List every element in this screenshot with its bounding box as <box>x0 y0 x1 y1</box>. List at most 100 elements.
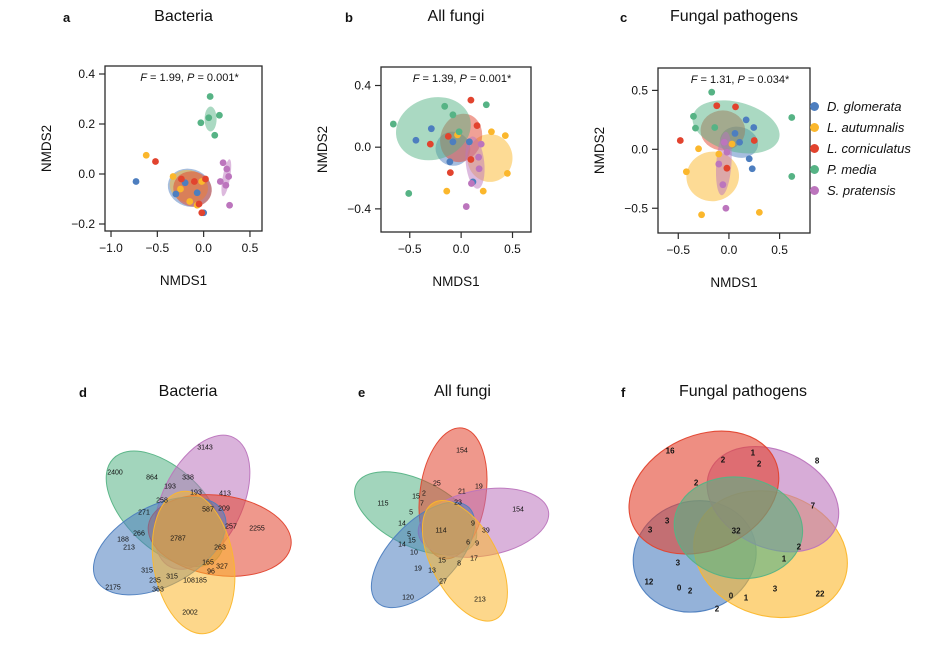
venn-count: 263 <box>214 544 226 552</box>
venn-count: 413 <box>219 490 231 498</box>
venn-count: 1 <box>750 448 756 458</box>
legend-item: S. pratensis <box>810 180 911 201</box>
venn-count: 193 <box>164 483 176 491</box>
scatter-point-blue <box>745 155 753 163</box>
venn-count: 3 <box>772 584 778 594</box>
x-axis-title: NMDS1 <box>710 275 757 290</box>
scatter-point-purple <box>475 165 483 173</box>
scatter-point-yellow <box>186 198 194 205</box>
legend-dot-green <box>810 165 819 174</box>
venn-count: 15 <box>438 557 446 565</box>
scatter-point-purple <box>223 165 231 173</box>
venn-count: 25 <box>433 480 441 488</box>
venn-count: 19 <box>414 565 422 573</box>
scatter-point-blue <box>132 178 140 185</box>
permanova-stats: F = 1.31, P = 0.034* <box>691 74 790 86</box>
venn-count: 0 <box>728 591 734 601</box>
y-tick-label: 0.4 <box>78 67 95 81</box>
x-tick-label: −0.5 <box>398 242 422 256</box>
venn-bacteria-counts: 3143 2400 864 338 193 193 413 258 587 209 271 2255 2… <box>88 418 288 643</box>
y-tick-label: 0.5 <box>631 83 648 97</box>
scatter-point-blue <box>172 190 180 198</box>
nmds-plot-all-fungi: 0.4 0.0 −0.4 −0.5 0.0 0.5 NMDS2 NMDS1 F = 1.39, … <box>315 66 532 289</box>
scatter-point-green <box>692 124 699 132</box>
scatter-point-green <box>788 114 796 121</box>
venn-count: 120 <box>402 594 414 602</box>
permanova-stats: F = 1.99, P = 0.001* <box>140 72 239 84</box>
stat-p: P <box>187 72 195 84</box>
venn-count: 9 <box>475 540 480 548</box>
venn-count: 258 <box>156 497 168 505</box>
y-tick-label: −0.5 <box>624 201 648 215</box>
x-tick-label: −1.0 <box>99 241 123 255</box>
scatter-point-purple <box>722 204 730 212</box>
confidence-ellipse-purple <box>715 131 732 196</box>
venn-count: 315 <box>166 573 178 581</box>
scatter-point-green <box>482 101 490 109</box>
panel-e-letter: e <box>358 385 366 400</box>
confidence-ellipse-purple <box>465 136 485 189</box>
stat-p: P <box>738 74 746 86</box>
venn-count: 2 <box>693 478 699 488</box>
scatter-point-yellow <box>682 168 690 176</box>
y-tick-label: 0.4 <box>354 79 371 93</box>
scatter-point-blue <box>449 138 457 146</box>
panel-f-title: Fungal pathogens <box>678 383 808 400</box>
scatter-point-purple <box>226 201 233 209</box>
scatter-point-yellow <box>715 150 723 158</box>
venn-all-fungi: 154 25 21 19 15 2 7 23 115 5 14 114 9 39 154 5 15 14 6 9 10 1… <box>350 418 555 640</box>
scatter-point-red <box>202 175 209 183</box>
scatter-point-yellow <box>755 208 763 216</box>
y-axis-title: NMDS2 <box>39 125 54 172</box>
scatter-point-red <box>190 178 198 185</box>
plot-area <box>132 93 233 217</box>
stat-f-value: = 1.31, <box>697 74 737 86</box>
scatter-point-purple <box>719 181 727 189</box>
y-tick-label: 0.0 <box>631 142 648 156</box>
scatter-point-purple <box>468 180 475 187</box>
scatter-point-blue <box>742 116 750 124</box>
venn-count: 9 <box>471 520 475 528</box>
panel-b-title: All fungi <box>427 8 485 25</box>
y-axis-title: NMDS2 <box>315 126 330 173</box>
scatter-point-green <box>455 128 463 136</box>
venn-count: 8 <box>814 456 820 466</box>
scatter-point-green <box>205 114 213 122</box>
scatter-point-red <box>676 137 684 144</box>
plot-box <box>380 66 532 233</box>
venn-count: 315 <box>141 567 153 575</box>
y-tick-label: 0.0 <box>78 167 95 181</box>
panel-c-letter: c <box>620 10 628 25</box>
stat-f: F <box>691 74 699 86</box>
permanova-stats: F = 1.39, P = 0.001* <box>413 73 512 85</box>
scatter-point-yellow <box>177 185 184 193</box>
panel-a-title: Bacteria <box>154 8 213 25</box>
venn-count: 587 <box>202 506 214 514</box>
venn-count: 39 <box>482 527 490 535</box>
scatter-point-purple <box>219 159 227 167</box>
venn-bacteria: 3143 2400 864 338 193 193 413 258 587 209 271 2255 2… <box>88 418 292 643</box>
scatter-point-yellow <box>169 173 177 180</box>
scatter-point-yellow <box>503 170 511 177</box>
scatter-point-green <box>211 131 219 139</box>
plot-box <box>104 65 263 232</box>
scatter-point-blue <box>748 165 756 173</box>
stat-f: F <box>140 72 148 84</box>
venn-count: 14 <box>398 541 406 549</box>
venn-count: 96 <box>207 568 215 576</box>
scatter-point-yellow <box>698 211 705 219</box>
scatter-point-green <box>711 124 719 131</box>
venn-fungal-pathogens: 16 2 1 2 8 2 7 3 3 32 2 1 3 12 0 2 3 0 1 2 22 <box>628 420 858 640</box>
venn-count: 1 <box>743 593 749 603</box>
venn-count: 165 <box>202 559 214 567</box>
venn-count: 2175 <box>105 584 121 592</box>
scatter-point-red <box>473 122 481 129</box>
venn-count: 6 <box>466 539 471 547</box>
venn-count: 2400 <box>107 469 123 477</box>
scatter-point-blue <box>446 158 454 166</box>
venn-ellipse-green <box>673 476 804 580</box>
venn-set-yellow <box>421 499 508 622</box>
x-tick-label: −0.5 <box>666 243 690 257</box>
scatter-point-yellow <box>501 132 509 140</box>
scatter-point-red <box>198 209 206 217</box>
